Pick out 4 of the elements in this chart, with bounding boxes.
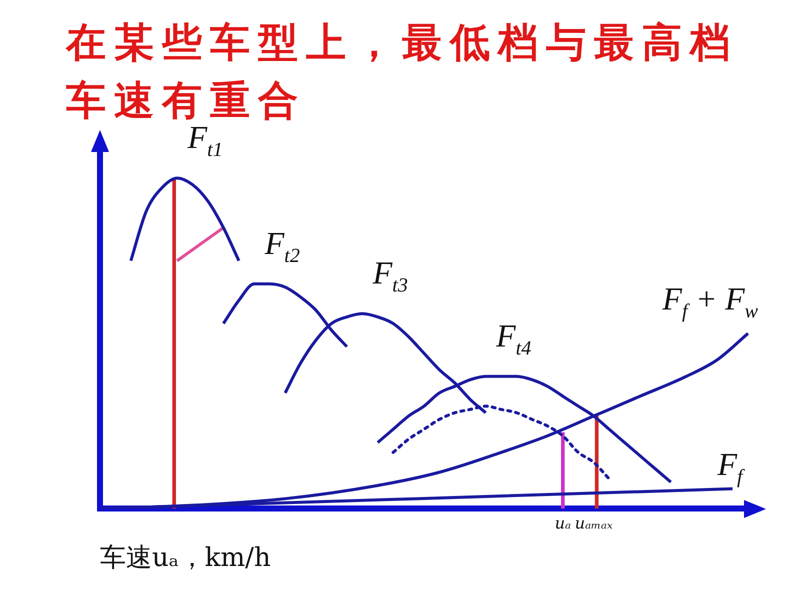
x-tick-label: uₐ xyxy=(554,513,572,532)
x-tick-label: uₐₘₐₓ xyxy=(574,513,613,532)
x-axis-title: 车速uₐ，km/h xyxy=(100,543,271,574)
chart-title: 在某些车型上，最低档与最高档车速有重合 xyxy=(66,19,739,126)
